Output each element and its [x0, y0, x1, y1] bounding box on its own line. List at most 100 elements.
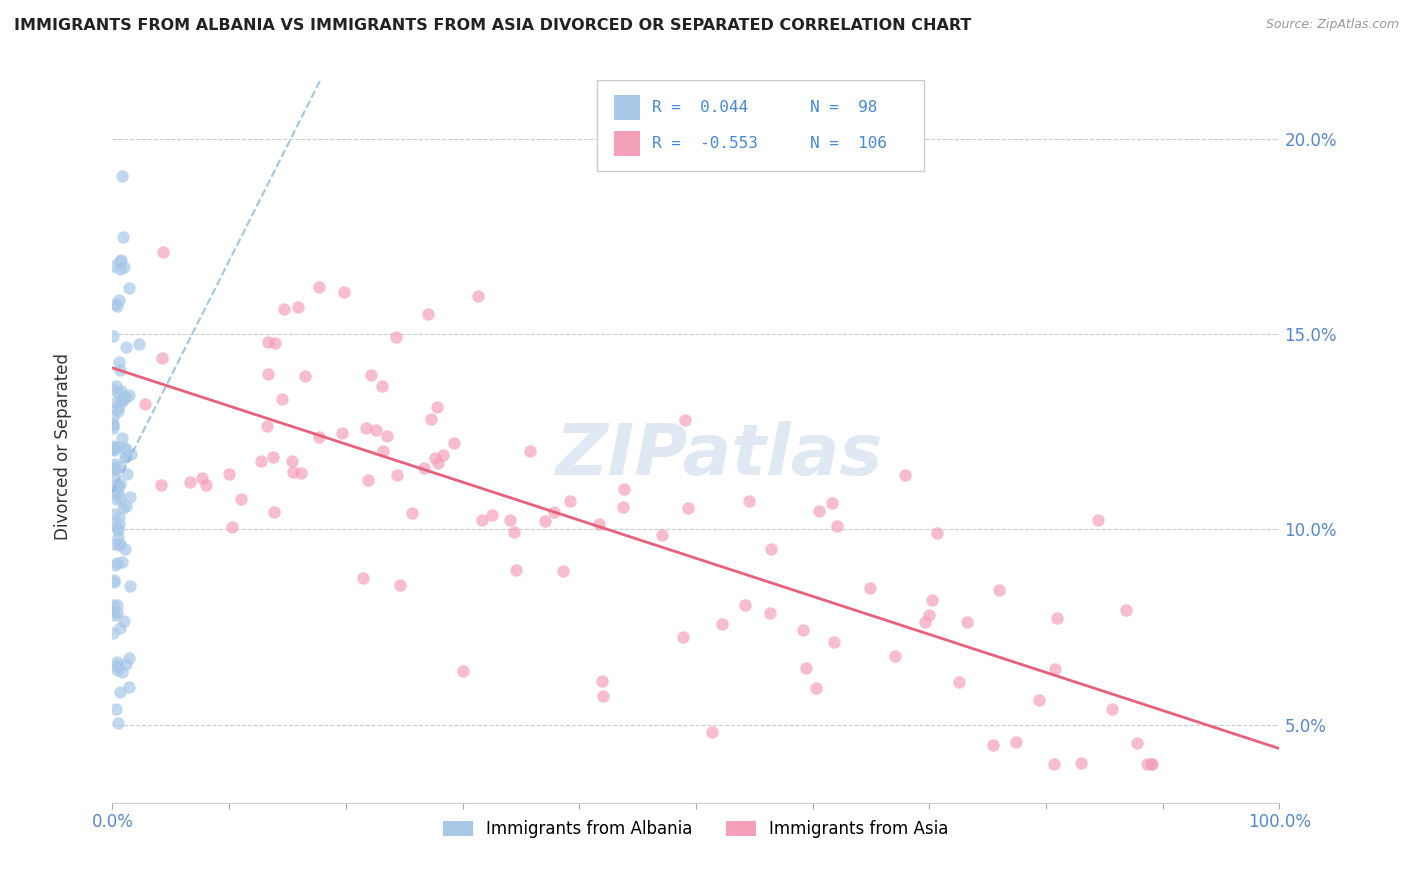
Point	[108, 459, 131, 474]
Point	[672, 630, 695, 644]
Point	[519, 444, 541, 458]
Point	[104, 462, 127, 476]
Point	[149, 477, 172, 491]
Point	[921, 592, 943, 607]
Point	[111, 431, 134, 445]
Point	[107, 516, 129, 531]
Point	[108, 399, 131, 413]
Point	[759, 542, 782, 557]
Point	[426, 456, 449, 470]
Point	[111, 501, 134, 516]
Text: N =  98: N = 98	[810, 100, 877, 114]
Point	[821, 496, 844, 510]
Point	[914, 615, 936, 630]
Point	[467, 289, 489, 303]
Point	[354, 421, 377, 435]
Point	[218, 467, 240, 481]
Point	[419, 412, 441, 426]
Point	[366, 424, 388, 438]
Point	[588, 517, 610, 532]
Point	[443, 436, 465, 450]
Point	[179, 475, 201, 489]
Point	[1087, 513, 1109, 527]
Point	[108, 363, 131, 377]
Point	[103, 417, 125, 431]
Point	[152, 244, 174, 259]
Point	[1043, 662, 1066, 676]
Point	[264, 336, 287, 351]
Point	[150, 351, 173, 366]
Point	[103, 329, 125, 343]
Point	[103, 507, 125, 521]
Point	[371, 378, 394, 392]
Point	[825, 519, 848, 533]
Point	[1136, 756, 1159, 771]
Point	[1115, 603, 1137, 617]
Point	[794, 661, 817, 675]
Point	[110, 665, 132, 679]
Point	[257, 367, 280, 381]
Point	[375, 429, 398, 443]
Point	[893, 468, 915, 483]
Point	[918, 608, 941, 623]
Point	[388, 578, 411, 592]
Point	[591, 673, 613, 688]
Point	[103, 573, 125, 587]
Point	[107, 293, 129, 308]
Point	[101, 442, 124, 456]
Point	[103, 462, 125, 476]
Point	[1004, 735, 1026, 749]
Point	[925, 525, 948, 540]
Point	[308, 279, 330, 293]
Point	[981, 738, 1004, 752]
Point	[108, 476, 131, 491]
Text: ZIPatlas: ZIPatlas	[555, 422, 883, 491]
Text: N =  106: N = 106	[810, 136, 887, 151]
Point	[804, 681, 827, 695]
Point	[103, 420, 125, 434]
Point	[194, 478, 217, 492]
Point	[112, 260, 135, 275]
Point	[229, 492, 252, 507]
Point	[115, 467, 138, 482]
Point	[105, 655, 128, 669]
Point	[481, 508, 503, 522]
Point	[290, 467, 312, 481]
Point	[118, 681, 141, 695]
Point	[357, 473, 380, 487]
Point	[101, 468, 124, 483]
FancyBboxPatch shape	[614, 95, 640, 120]
Point	[134, 397, 156, 411]
Point	[111, 440, 134, 454]
Point	[103, 537, 125, 551]
Text: IMMIGRANTS FROM ALBANIA VS IMMIGRANTS FROM ASIA DIVORCED OR SEPARATED CORRELATIO: IMMIGRANTS FROM ALBANIA VS IMMIGRANTS FR…	[14, 18, 972, 33]
Legend: Immigrants from Albania, Immigrants from Asia: Immigrants from Albania, Immigrants from…	[436, 814, 956, 845]
Point	[1140, 756, 1163, 771]
Point	[103, 574, 125, 589]
Point	[103, 409, 125, 424]
FancyBboxPatch shape	[614, 131, 640, 156]
Point	[471, 513, 494, 527]
Point	[108, 510, 131, 524]
Point	[103, 418, 125, 433]
Point	[108, 355, 131, 369]
Point	[110, 537, 132, 551]
Point	[112, 614, 135, 628]
Text: Source: ZipAtlas.com: Source: ZipAtlas.com	[1265, 18, 1399, 31]
Text: R =  0.044: R = 0.044	[651, 100, 748, 114]
Point	[502, 525, 524, 540]
Point	[107, 403, 129, 417]
Point	[884, 648, 907, 663]
Point	[1101, 702, 1123, 716]
Point	[110, 393, 132, 408]
Point	[110, 491, 132, 505]
Point	[551, 564, 574, 578]
Point	[294, 368, 316, 383]
Point	[120, 579, 142, 593]
Point	[612, 500, 634, 514]
Point	[759, 607, 782, 621]
Point	[332, 285, 354, 299]
Point	[105, 440, 128, 454]
FancyBboxPatch shape	[596, 80, 924, 170]
Point	[105, 299, 128, 313]
